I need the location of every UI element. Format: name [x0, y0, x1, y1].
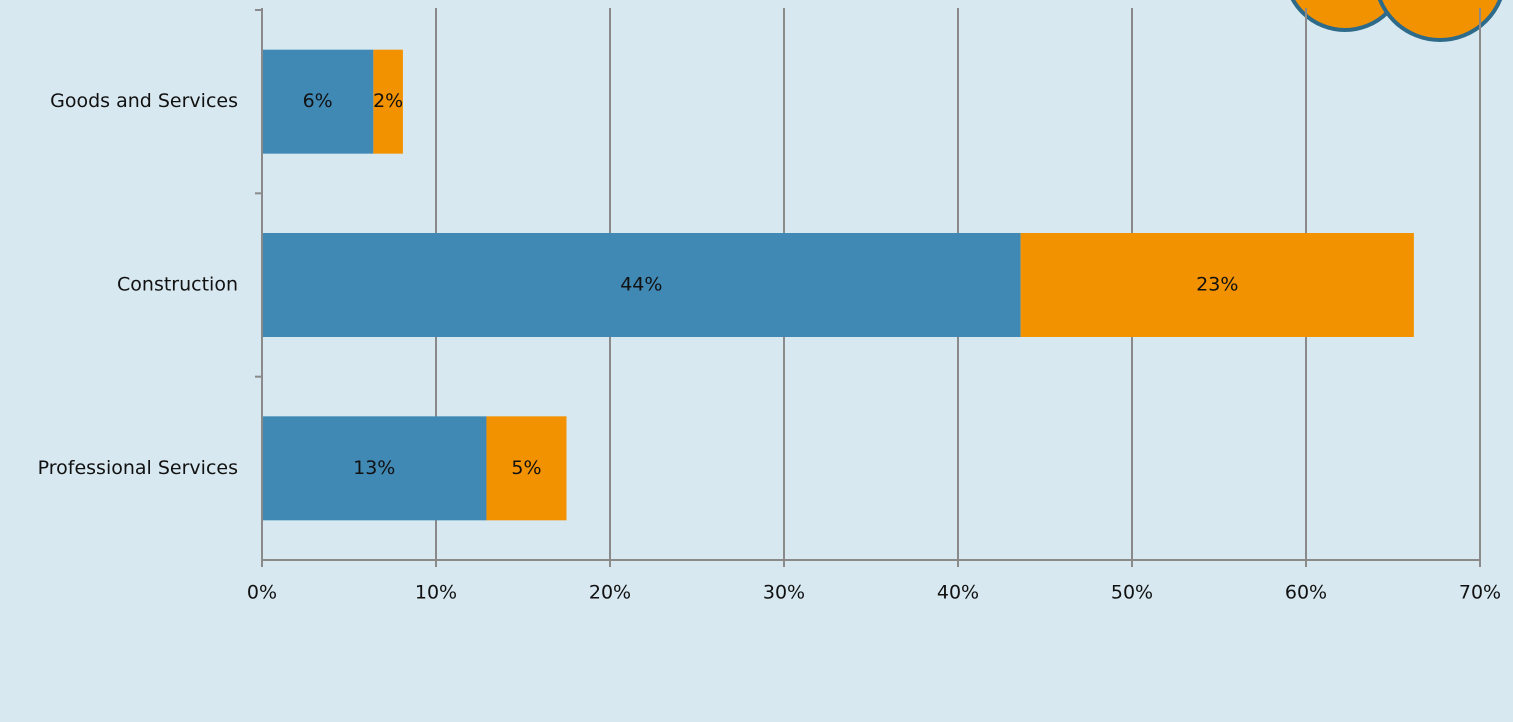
data-label: 44% — [620, 274, 662, 296]
y-tick-label: Construction — [117, 274, 238, 296]
x-tick-label: 40% — [937, 582, 979, 604]
bar-segment — [262, 49, 374, 154]
x-tick-label: 50% — [1111, 582, 1153, 604]
bar-segment — [1020, 233, 1414, 337]
cloud-puff — [1290, 0, 1400, 32]
y-tick-label: Goods and Services — [50, 90, 238, 112]
x-tick-label: 60% — [1285, 582, 1327, 604]
cloud-puff — [1377, 0, 1503, 42]
x-tick-label: 0% — [247, 582, 277, 604]
y-tick-label: Professional Services — [38, 457, 238, 479]
data-label: 23% — [1196, 274, 1238, 296]
cloud-decoration — [1290, 0, 1503, 42]
data-label: 6% — [303, 90, 333, 112]
bar-segment — [486, 416, 567, 521]
x-tick-label: 70% — [1459, 582, 1501, 604]
bar-segment — [262, 233, 1021, 337]
x-tick-label: 30% — [763, 582, 805, 604]
data-label: 5% — [511, 457, 541, 479]
data-label: 2% — [373, 90, 403, 112]
x-tick-label: 20% — [589, 582, 631, 604]
x-tick-label: 10% — [415, 582, 457, 604]
bar-segment — [373, 49, 403, 154]
data-label: 13% — [353, 457, 395, 479]
bar-segment — [262, 416, 487, 521]
